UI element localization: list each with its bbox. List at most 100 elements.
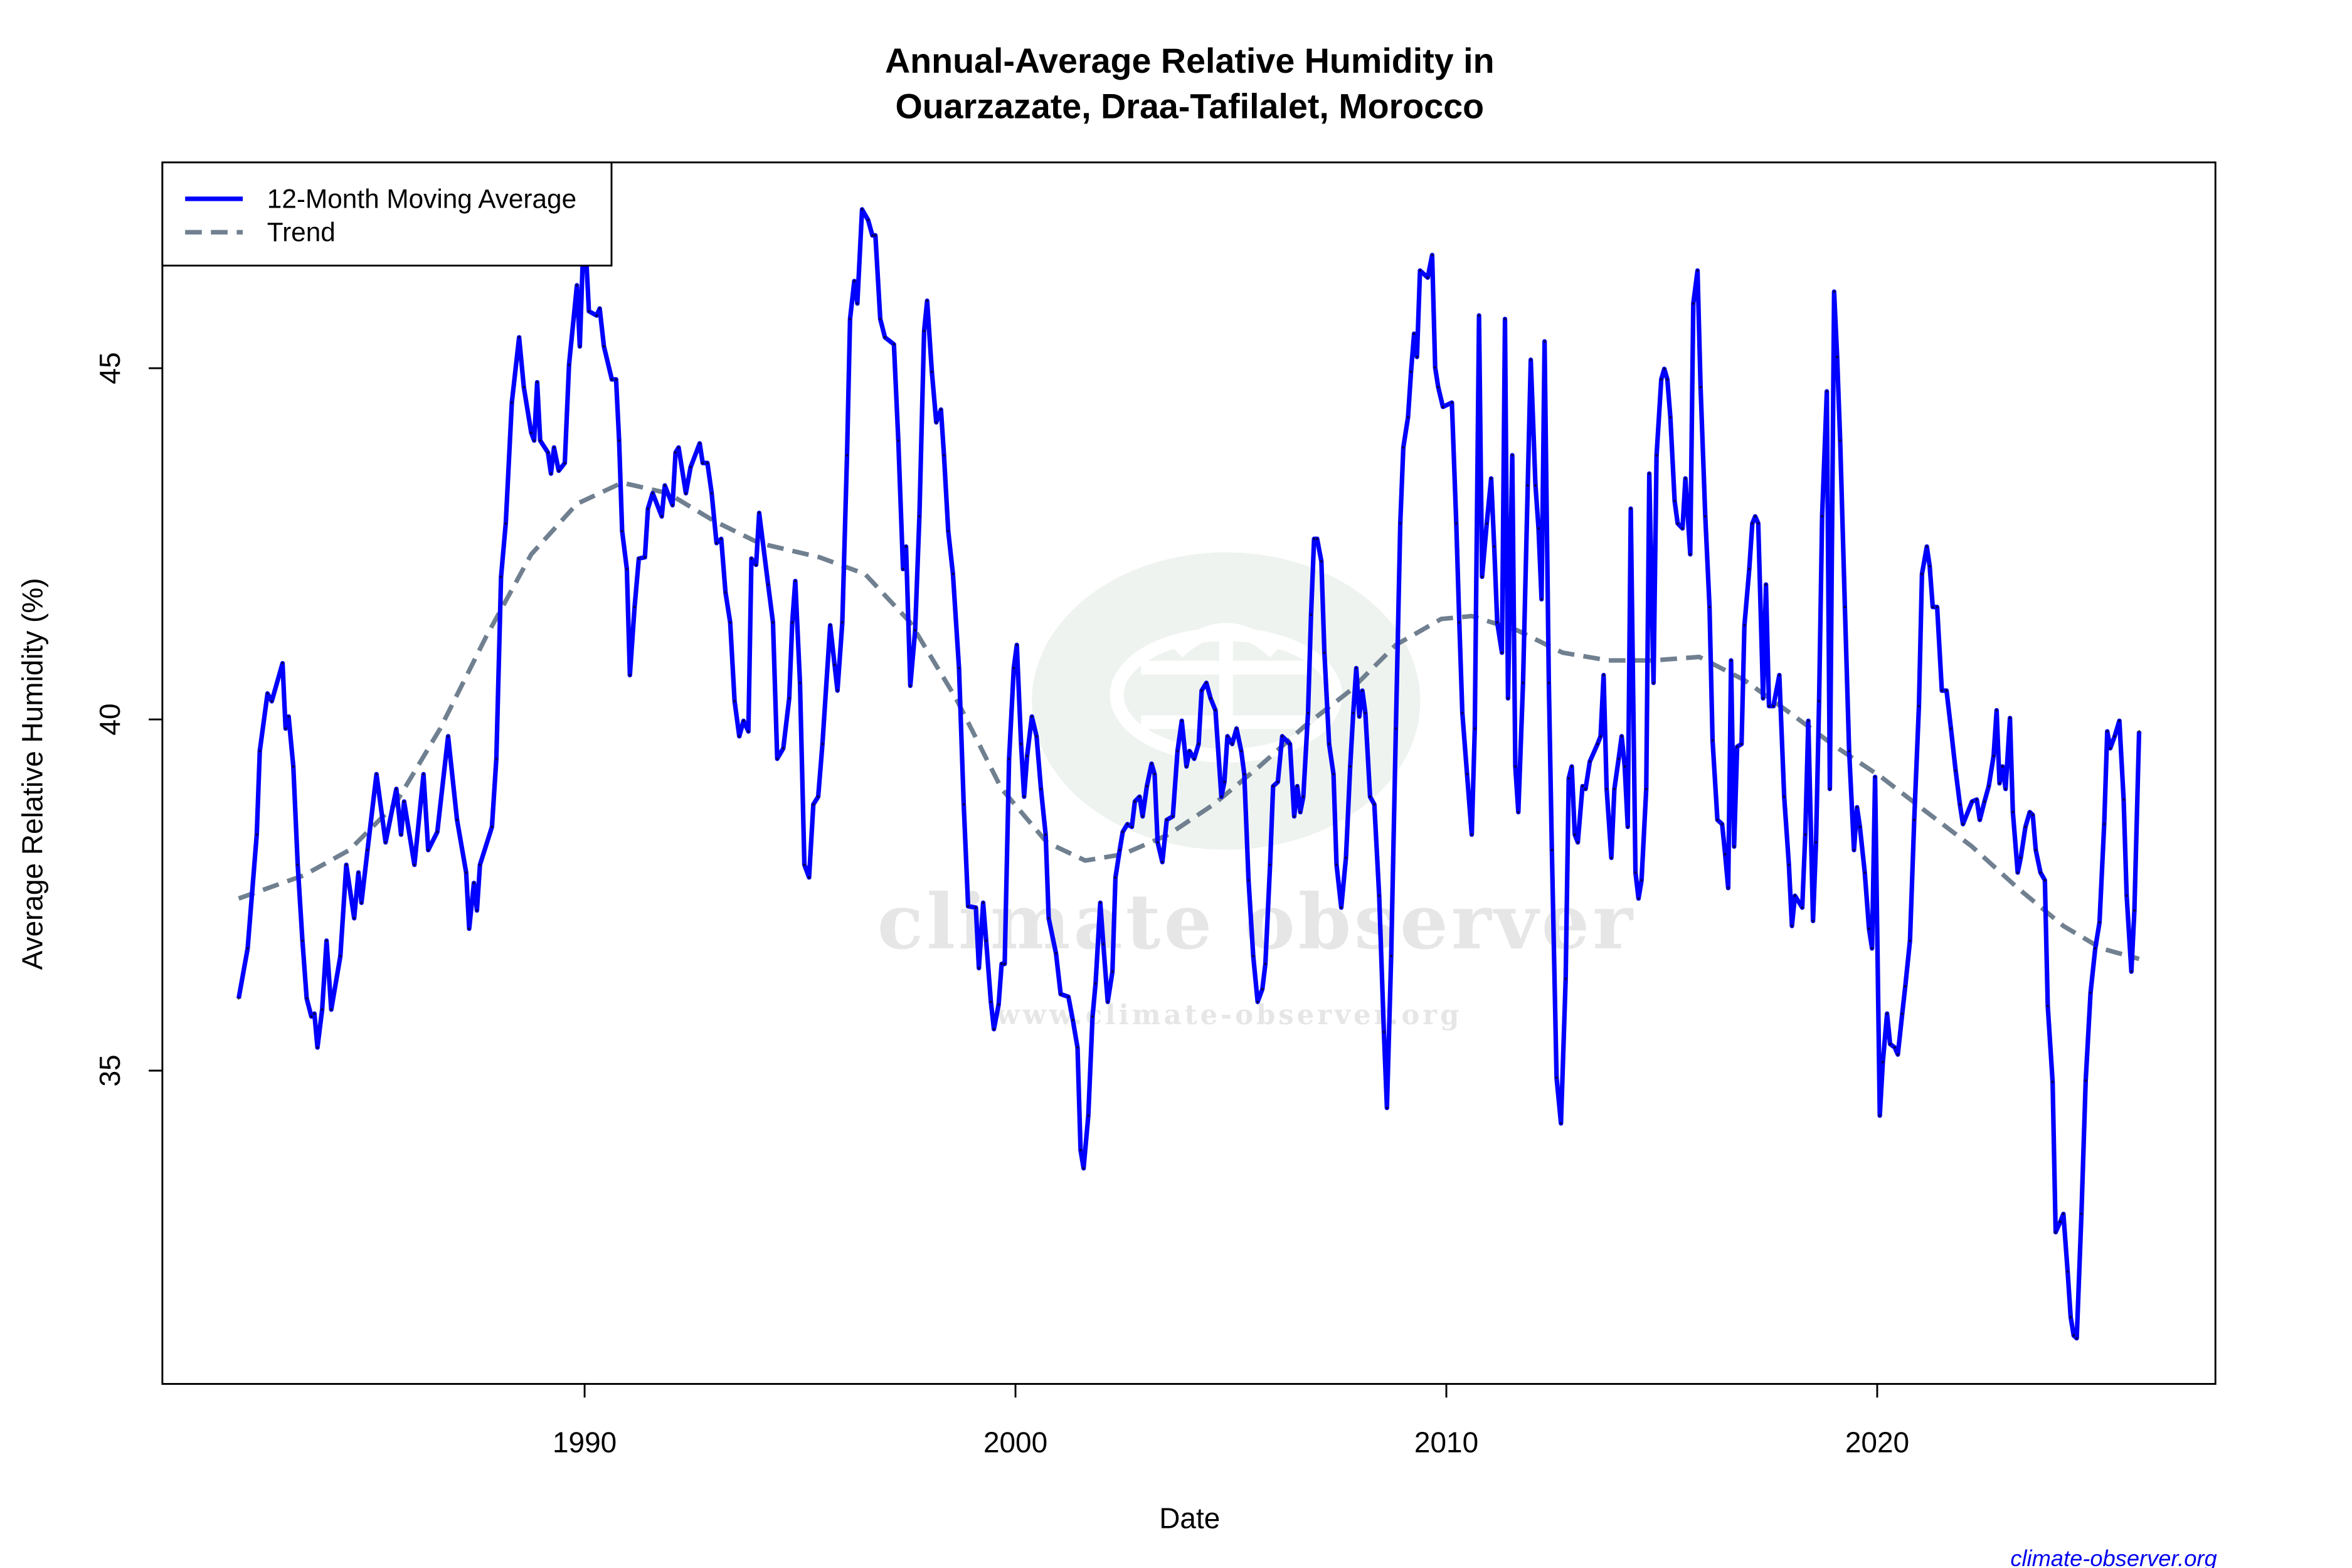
data-point [1312,538,1316,541]
data-point [539,439,542,442]
data-point [1106,1000,1110,1004]
data-point [549,472,553,475]
data-point [2125,894,2128,898]
data-point [849,317,852,320]
data-point [475,909,479,912]
y-tick-label: 40 [93,703,126,735]
data-point [2117,719,2121,723]
data-point [2008,716,2011,719]
data-point [546,451,549,454]
data-point [992,1027,995,1031]
data-point [729,621,732,624]
data-point [1757,522,1760,525]
data-point [2004,787,2007,791]
data-point [1473,727,1476,730]
data-point [1550,849,1554,852]
data-point [1629,507,1633,511]
data-point [1540,598,1544,601]
data-point [1510,453,1514,457]
data-point [1382,1030,1385,1034]
data-point [1848,750,1851,753]
data-point [1377,894,1381,898]
data-point [1793,894,1796,898]
data-point [2072,1334,2075,1337]
data-point [684,492,687,495]
data-point [1039,787,1042,791]
data-point [2062,1212,2065,1216]
data-point [1634,871,1637,874]
y-tick-label: 35 [93,1054,126,1086]
data-point [671,504,674,507]
data-point [529,431,533,435]
data-point [1394,727,1397,730]
data-point [455,818,458,822]
data-point [490,825,494,829]
data-point [833,663,836,666]
data-point [1620,734,1623,738]
data-point [874,234,877,237]
data-point [1581,785,1584,788]
data-point [698,442,701,445]
data-point [1214,709,1217,712]
data-point [2113,734,2116,738]
data-point [1567,776,1571,780]
data-point [1306,711,1310,715]
data-point [1761,697,1765,700]
data-point [1804,833,1807,836]
data-point [646,507,650,511]
data-point [1335,863,1338,867]
data-point [1418,269,1422,272]
data-point [246,946,250,950]
data-point [1490,477,1493,480]
x-tick-label: 2020 [1845,1426,1909,1458]
y-axis: 35 40 45 [93,352,162,1087]
data-point [985,939,988,942]
data-point [1242,773,1246,776]
data-point [946,529,950,533]
data-point [1138,795,1142,798]
data-point [313,1012,316,1015]
data-point [1801,906,1804,909]
data-point [1369,795,1372,798]
data-point [1412,332,1416,336]
data-point [305,997,309,1000]
data-point [1507,697,1510,700]
data-point [1156,840,1159,844]
legend-label-moving-average: 12-Month Moving Average [267,184,576,213]
data-point [1543,340,1546,343]
data-point [1648,472,1651,475]
data-point [1787,863,1791,867]
data-point [1696,269,1699,272]
data-point [1626,825,1629,829]
data-point [357,871,360,874]
data-point [1904,985,1907,988]
watermark-logo-url: www.climate-observer.org [995,999,1462,1031]
credit-link[interactable]: climate-observer.org [2010,1545,2217,1568]
data-point [1703,515,1707,518]
data-point [2089,991,2092,994]
data-point [426,849,430,852]
data-point [2051,1080,2054,1084]
data-point [1529,358,1532,361]
data-point [1855,805,1858,809]
data-point [1047,916,1051,920]
data-point [1555,1076,1559,1079]
data-point [1197,743,1200,746]
data-point [2137,729,2141,733]
data-point [1599,734,1602,738]
x-tick-label: 2000 [983,1426,1047,1458]
data-point [829,623,832,627]
data-point [1268,863,1272,867]
data-point [1171,815,1174,818]
data-point [2028,810,2032,814]
data-point [536,381,539,384]
data-point [1828,787,1831,791]
data-point [1141,815,1144,818]
data-point [989,1000,993,1004]
data-point [1111,970,1114,973]
data-point [1870,946,1873,950]
data-point [1231,743,1234,746]
data-point [587,310,591,313]
data-point [1936,605,1939,609]
data-point [930,370,933,373]
